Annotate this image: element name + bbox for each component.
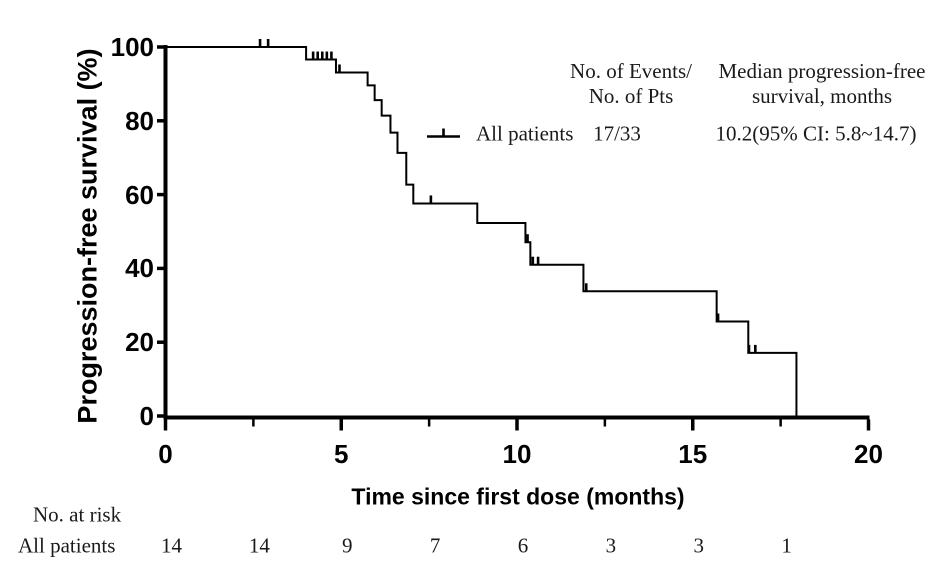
legend-header-events: No. of Events/ No. of Pts <box>570 59 692 109</box>
at-risk-count: 3 <box>605 533 617 558</box>
y-tick-label: 40 <box>125 253 154 284</box>
at-risk-count: 9 <box>342 533 353 558</box>
x-tick-label: 0 <box>158 439 173 469</box>
at-risk-count: 1 <box>781 533 792 558</box>
legend-series-label: All patients <box>476 121 574 146</box>
at-risk-count: 14 <box>161 533 182 558</box>
legend-header-events-line1: No. of Events/ <box>570 59 692 83</box>
y-tick-label: 80 <box>125 105 154 136</box>
at-risk-count: 3 <box>693 533 705 558</box>
legend-header-median-line2: survival, months <box>751 84 892 108</box>
at-risk-row-label: All patients <box>18 533 116 558</box>
y-tick-label: 20 <box>125 327 154 358</box>
legend-header-median-line1: Median progression-free <box>718 59 926 83</box>
x-tick-label: 15 <box>678 439 708 469</box>
legend-events-value: 17/33 <box>593 121 641 146</box>
x-axis-title: Time since first dose (months) <box>351 483 685 510</box>
at-risk-title: No. at risk <box>33 502 122 527</box>
at-risk-count: 7 <box>429 533 441 558</box>
x-tick-label: 10 <box>502 439 532 469</box>
legend-header-median: Median progression-free survival, months <box>718 59 925 109</box>
y-tick-label: 0 <box>139 401 154 431</box>
x-tick-label: 5 <box>334 439 349 469</box>
legend-median-value: 10.2(95% CI: 5.8~14.7) <box>715 121 917 146</box>
km-survival-curve <box>165 46 798 416</box>
y-tick-label: 60 <box>125 179 154 210</box>
y-tick-label: 100 <box>110 32 154 62</box>
x-tick-label: 20 <box>854 439 883 469</box>
at-risk-count: 14 <box>248 533 270 558</box>
legend-header-events-line2: No. of Pts <box>588 84 674 108</box>
y-axis-title: Progression-free survival (%) <box>72 48 103 424</box>
at-risk-count: 6 <box>517 533 529 558</box>
